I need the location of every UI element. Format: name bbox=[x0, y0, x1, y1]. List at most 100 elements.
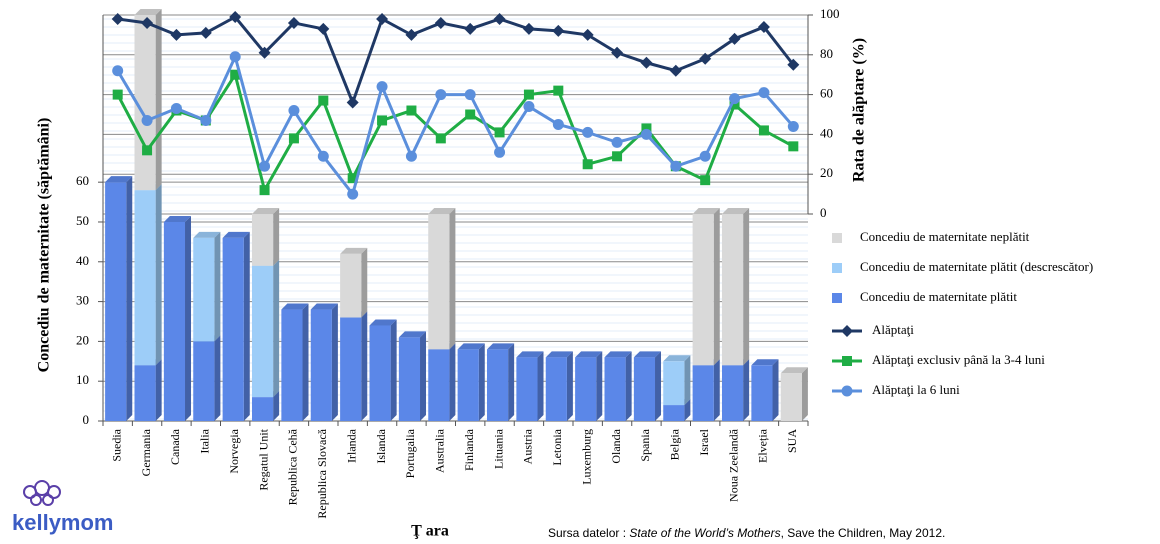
marker bbox=[729, 99, 740, 110]
bar-side bbox=[772, 359, 779, 421]
bar-side bbox=[449, 343, 456, 421]
logo-text: kellymom bbox=[12, 510, 114, 535]
source-prefix: Sursa datelor : bbox=[548, 526, 626, 540]
marker bbox=[112, 65, 124, 77]
y2-tick-label: 80 bbox=[820, 46, 833, 61]
marker bbox=[729, 93, 741, 105]
legend-label: Alăptaţi bbox=[872, 322, 914, 337]
x-axis-title: Ţ ara bbox=[411, 523, 449, 540]
bar-side bbox=[273, 208, 280, 266]
bar-side bbox=[713, 208, 720, 366]
marker bbox=[288, 105, 300, 117]
bar-top bbox=[222, 231, 250, 238]
x-tick-label: Letonia bbox=[550, 428, 564, 465]
marker bbox=[346, 96, 359, 109]
bar-side bbox=[243, 231, 250, 421]
bar-top bbox=[751, 359, 779, 366]
bar-side bbox=[390, 319, 397, 421]
marker bbox=[258, 46, 271, 59]
marker bbox=[111, 12, 124, 25]
marker bbox=[640, 128, 652, 140]
bar bbox=[340, 253, 362, 318]
marker bbox=[553, 85, 564, 96]
bar bbox=[340, 317, 362, 421]
bar-side bbox=[743, 359, 750, 421]
x-tick-label: Elveția bbox=[756, 428, 770, 463]
marker bbox=[347, 188, 359, 200]
bar bbox=[428, 214, 450, 350]
marker bbox=[552, 24, 565, 37]
bar-top bbox=[486, 343, 515, 350]
y2-axis-title: Rata de alăptare (%) bbox=[851, 38, 868, 182]
marker bbox=[229, 51, 241, 63]
y2-tick-label: 100 bbox=[820, 6, 840, 21]
bar bbox=[281, 309, 303, 421]
x-tick-label: Republica Cehă bbox=[286, 428, 300, 505]
line bbox=[117, 15, 795, 107]
x-tick-label: Noua Zeelandă bbox=[726, 428, 740, 502]
bar bbox=[721, 214, 744, 366]
marker bbox=[141, 114, 153, 126]
marker bbox=[552, 118, 564, 130]
marker bbox=[112, 89, 123, 100]
marker bbox=[142, 145, 153, 156]
marker bbox=[523, 101, 535, 113]
bar-side bbox=[713, 359, 720, 421]
bar-top bbox=[780, 367, 808, 374]
bar-side bbox=[126, 176, 133, 421]
legend-marker bbox=[841, 385, 853, 397]
marker bbox=[728, 32, 741, 45]
bar-side bbox=[566, 351, 573, 421]
marker bbox=[141, 16, 154, 29]
marker bbox=[612, 151, 623, 162]
bar bbox=[604, 357, 626, 421]
marker bbox=[788, 141, 799, 152]
y2-tick-label: 0 bbox=[820, 205, 827, 220]
bar-side bbox=[596, 351, 603, 421]
y2-tick-label: 60 bbox=[820, 86, 833, 101]
legend-label: Concediu de maternitate plătit bbox=[860, 289, 1017, 304]
logo-icon bbox=[23, 480, 61, 506]
bar bbox=[751, 365, 773, 421]
marker bbox=[229, 10, 242, 23]
marker bbox=[581, 28, 594, 41]
x-tick-label: Regatul Unit bbox=[256, 428, 270, 490]
x-tick-label: Islanda bbox=[374, 428, 388, 463]
marker bbox=[641, 123, 652, 134]
bar-top bbox=[193, 231, 221, 238]
legend-swatch bbox=[832, 233, 842, 243]
bar-top bbox=[721, 208, 750, 215]
marker bbox=[464, 89, 476, 101]
x-tick-label: Portugalia bbox=[403, 428, 417, 478]
bar-top bbox=[369, 319, 397, 326]
bar-side bbox=[155, 359, 162, 421]
x-tick-label: Italia bbox=[198, 428, 212, 453]
bar-top bbox=[692, 208, 720, 215]
marker bbox=[230, 69, 241, 80]
marker bbox=[259, 160, 271, 172]
bar bbox=[692, 365, 714, 421]
y-tick-label: 0 bbox=[83, 412, 90, 427]
marker bbox=[347, 173, 358, 184]
legend-label: Concediu de maternitate neplătit bbox=[860, 229, 1030, 244]
bar bbox=[134, 365, 156, 421]
y2-tick-label: 40 bbox=[820, 125, 833, 140]
y-tick-label: 20 bbox=[76, 332, 89, 347]
y-axis-title: Concediu de maternitate (săptămâni) bbox=[36, 118, 53, 373]
bar bbox=[516, 357, 538, 421]
bar-top bbox=[163, 215, 192, 222]
bar-top bbox=[663, 355, 691, 362]
marker bbox=[758, 87, 770, 99]
bar-side bbox=[155, 9, 162, 191]
bar-side bbox=[420, 331, 427, 421]
legend-label: Alăptaţi la 6 luni bbox=[872, 382, 960, 397]
x-tick-label: Lituania bbox=[491, 428, 505, 469]
legend-marker bbox=[841, 325, 853, 337]
bar-side bbox=[684, 399, 691, 421]
bar-top bbox=[310, 303, 338, 310]
bar-top bbox=[545, 351, 573, 358]
marker bbox=[200, 114, 212, 126]
y2-tick-label: 20 bbox=[820, 165, 833, 180]
marker bbox=[522, 22, 535, 35]
